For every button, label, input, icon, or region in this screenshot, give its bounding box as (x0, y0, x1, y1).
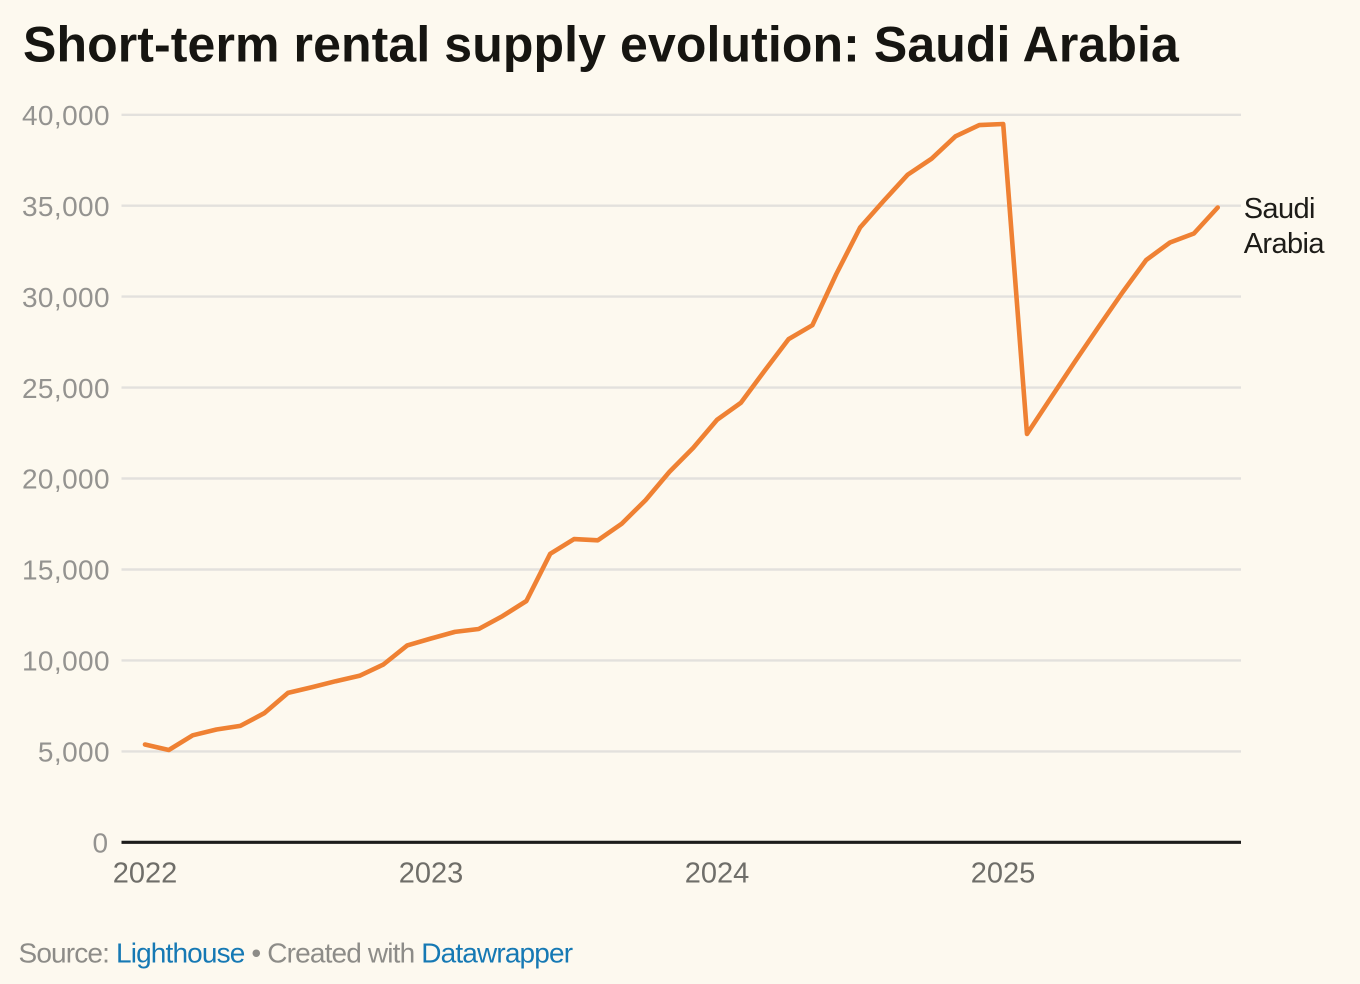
svg-text:40,000: 40,000 (22, 100, 110, 131)
svg-text:2022: 2022 (113, 858, 178, 890)
svg-text:2025: 2025 (971, 858, 1036, 890)
svg-text:20,000: 20,000 (22, 464, 110, 495)
svg-text:2024: 2024 (685, 858, 750, 890)
svg-text:Saudi: Saudi (1244, 193, 1315, 225)
svg-text:15,000: 15,000 (22, 555, 110, 586)
svg-text:Short-term rental supply evolu: Short-term rental supply evolution: Saud… (23, 16, 1180, 72)
svg-text:Arabia: Arabia (1244, 228, 1326, 260)
svg-text:2023: 2023 (399, 858, 464, 890)
svg-text:25,000: 25,000 (22, 373, 110, 404)
svg-text:0: 0 (93, 828, 109, 859)
svg-text:30,000: 30,000 (22, 282, 110, 313)
svg-text:Source: Lighthouse • Created w: Source: Lighthouse • Created with Datawr… (19, 937, 573, 968)
svg-text:5,000: 5,000 (38, 737, 110, 768)
svg-text:35,000: 35,000 (22, 191, 110, 222)
svg-text:10,000: 10,000 (22, 646, 110, 677)
